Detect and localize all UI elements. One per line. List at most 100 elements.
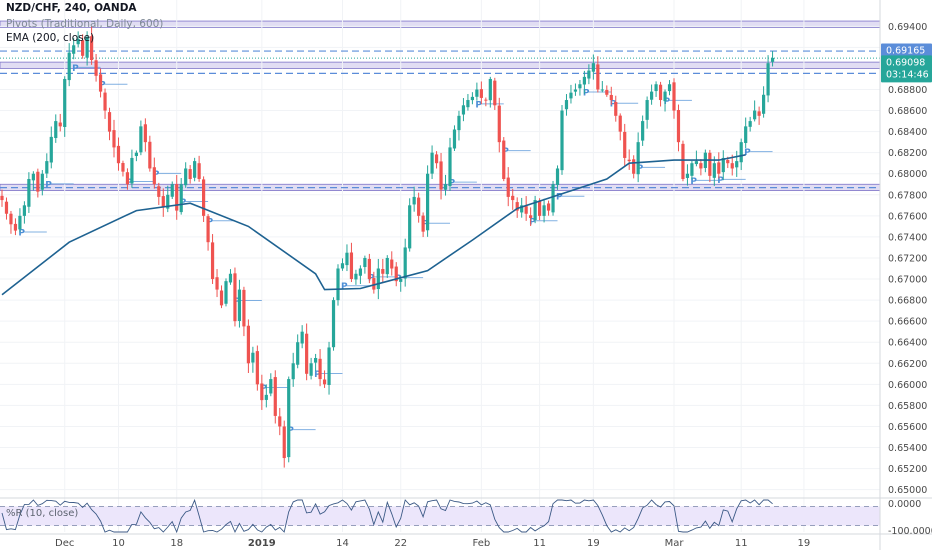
candle-body xyxy=(9,213,13,225)
candle xyxy=(632,155,636,179)
y-tick-label: 0.68000 xyxy=(888,169,927,180)
candle-body xyxy=(161,196,165,208)
candle xyxy=(479,81,483,105)
candle-body xyxy=(721,157,725,173)
x-tick-label: 19 xyxy=(587,538,600,549)
pivot-marker: P xyxy=(610,100,639,110)
candle xyxy=(354,269,358,285)
candle-body xyxy=(627,159,631,162)
candle xyxy=(296,334,300,369)
candle xyxy=(331,297,336,351)
candle-body xyxy=(461,105,466,115)
candle-body xyxy=(430,152,434,174)
candle-body xyxy=(717,162,721,174)
grid-layer xyxy=(0,0,880,532)
candle-body xyxy=(605,89,609,95)
candle-body xyxy=(600,89,604,91)
candle-body xyxy=(748,121,752,127)
pivots-legend[interactable]: Pivots (Traditional, Daily, 600) xyxy=(6,18,164,30)
candle-body xyxy=(694,161,698,165)
candle-body xyxy=(542,205,546,216)
candle-body xyxy=(31,173,35,181)
candle-body xyxy=(72,45,76,54)
candle xyxy=(291,352,295,387)
candle xyxy=(215,269,219,298)
candle xyxy=(31,171,35,191)
pivot-label: P xyxy=(207,217,214,227)
candle-body xyxy=(367,258,371,280)
pivot-label: P xyxy=(153,170,160,180)
candle xyxy=(663,89,667,112)
candle xyxy=(273,370,277,424)
candle xyxy=(605,85,609,97)
candle xyxy=(627,149,631,170)
candle xyxy=(417,192,421,223)
pivot-label: P xyxy=(99,81,106,91)
candle xyxy=(667,80,672,96)
candle-body xyxy=(408,205,412,249)
pivot-label: P xyxy=(610,100,617,110)
candle-body xyxy=(564,100,569,110)
candle xyxy=(372,271,376,294)
candle-body xyxy=(81,40,85,56)
candle-body xyxy=(157,186,161,197)
candle-body xyxy=(13,223,18,231)
candle xyxy=(430,145,434,179)
candle-body xyxy=(654,84,658,92)
candle xyxy=(770,51,775,67)
pivot-marker: P xyxy=(690,177,719,187)
candle-body xyxy=(4,201,9,214)
candle xyxy=(497,97,501,153)
candle-body xyxy=(278,416,282,427)
candle xyxy=(170,181,174,200)
candle xyxy=(439,152,443,200)
x-tick-label: 18 xyxy=(170,538,183,549)
pivot-label: P xyxy=(556,193,563,203)
pivot-marker: P xyxy=(664,97,692,107)
candle-body xyxy=(672,82,676,111)
candle-body xyxy=(443,184,448,190)
symbol-title: NZD/CHF, 240, OANDA xyxy=(6,2,137,14)
candle-body xyxy=(412,196,416,205)
candle-body xyxy=(426,173,430,231)
candle xyxy=(546,200,551,216)
candle-body xyxy=(681,143,685,180)
x-tick-label: Feb xyxy=(473,538,491,549)
pivot-label: P xyxy=(72,64,79,74)
oscillator-legend[interactable]: %R (10, close) xyxy=(6,508,79,519)
resistance-badge-bg xyxy=(881,43,932,59)
candle-body xyxy=(54,121,58,139)
candle-body xyxy=(699,163,703,169)
candle-body xyxy=(538,200,542,216)
candle xyxy=(645,96,649,129)
ema-legend[interactable]: EMA (200, close) xyxy=(6,32,95,44)
pivot-label: P xyxy=(180,198,187,208)
candle-body xyxy=(614,102,618,116)
pivot-marker: P xyxy=(422,220,450,230)
candle xyxy=(555,165,560,190)
candle-body xyxy=(206,216,210,243)
resistance-badge-text: 0.69165 xyxy=(886,46,925,57)
candle-body xyxy=(40,173,44,190)
candle xyxy=(739,138,743,171)
candle xyxy=(242,286,246,337)
candle xyxy=(618,113,622,141)
candle xyxy=(9,210,13,234)
osc-line xyxy=(1,498,773,534)
candle xyxy=(484,97,488,107)
candle xyxy=(685,164,690,186)
candle-body xyxy=(67,52,71,81)
candle-body xyxy=(744,126,748,144)
candle-body xyxy=(757,111,761,116)
y-tick-label: 0.65600 xyxy=(888,422,927,433)
x-tick-label: Dec xyxy=(55,538,74,549)
candle xyxy=(251,346,255,373)
candle-body xyxy=(770,57,775,62)
candle-body xyxy=(287,379,291,458)
candle-body xyxy=(345,252,349,266)
pivot-label: P xyxy=(287,426,294,436)
